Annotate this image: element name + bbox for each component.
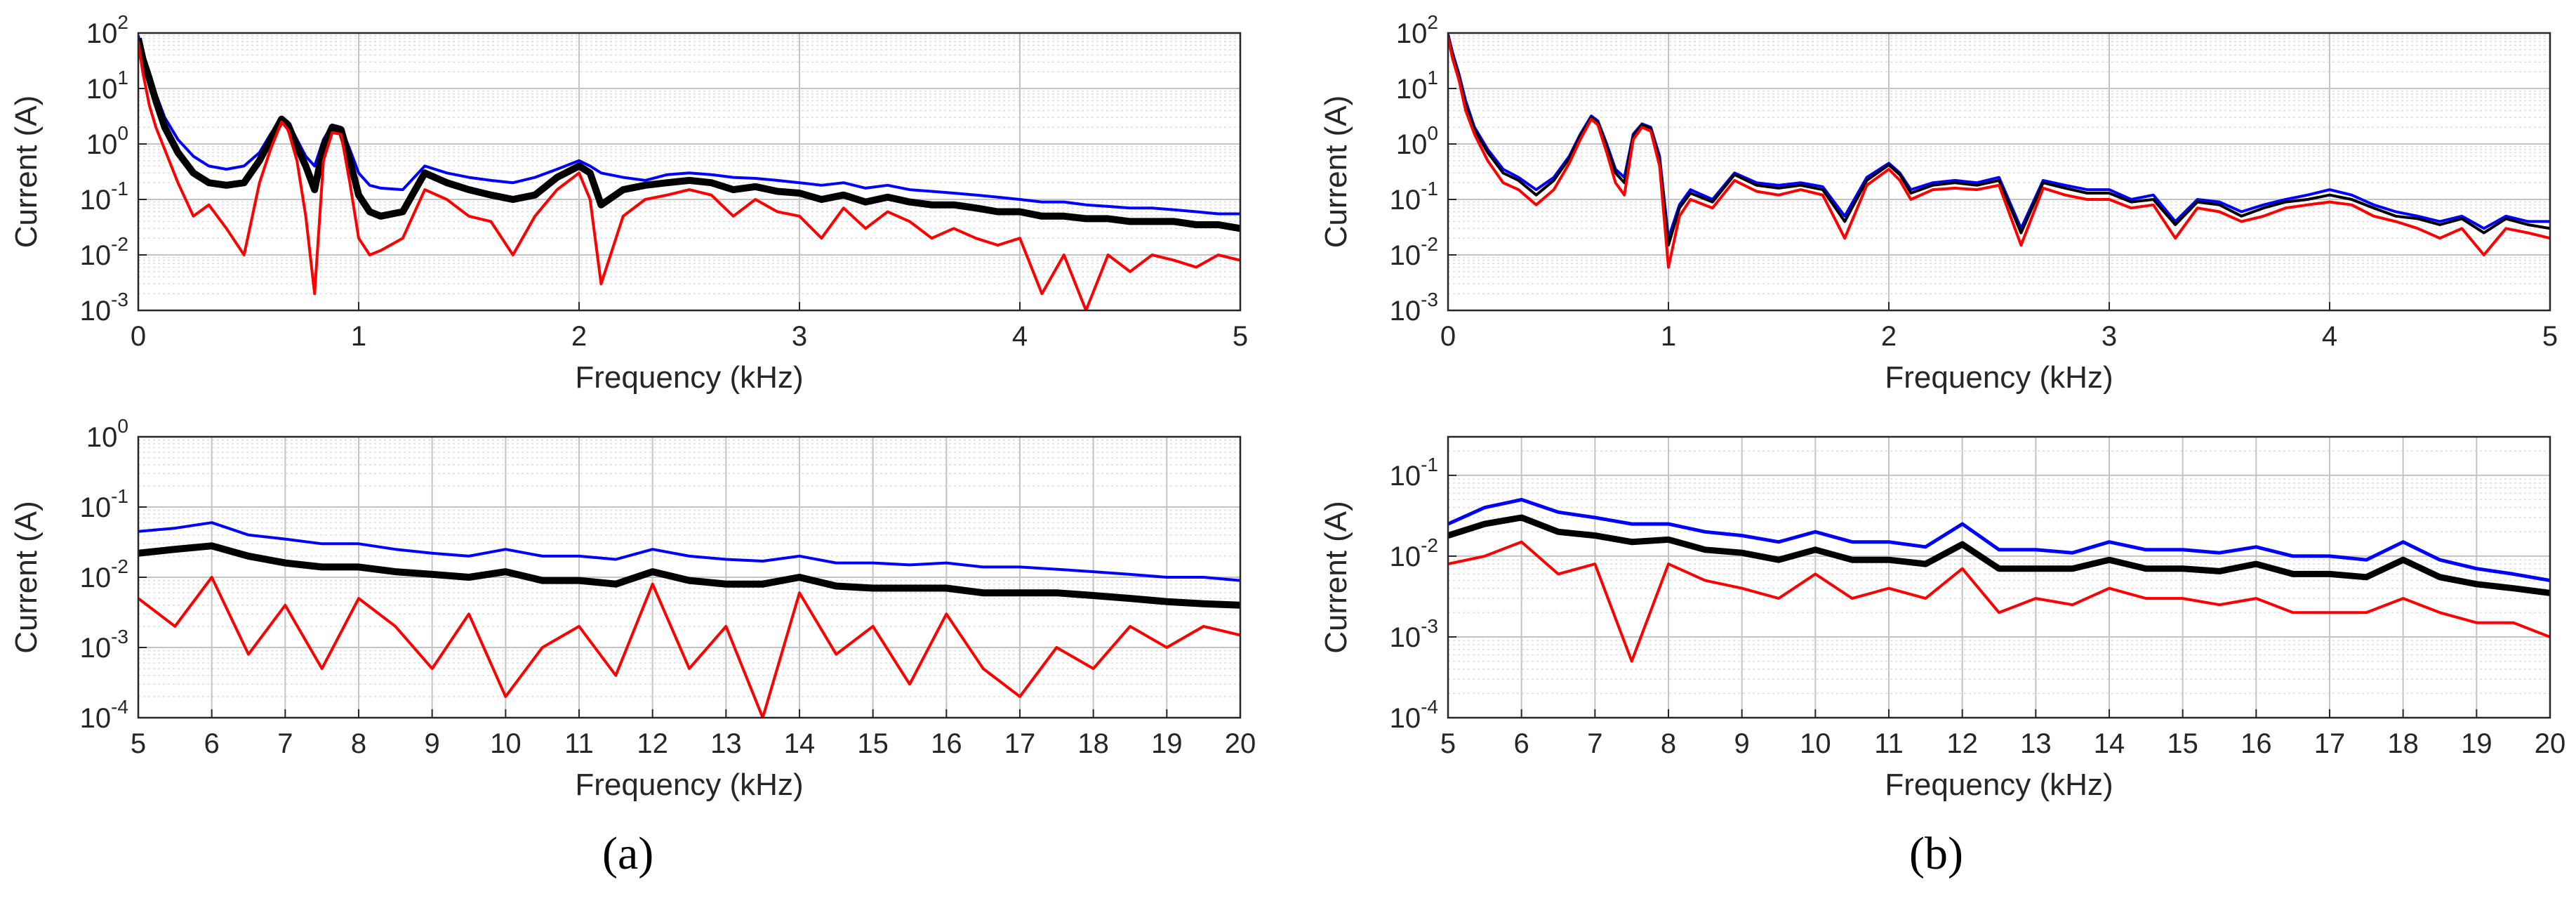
chart-b-top: 10-3 10-2 10-1 100 101 102 0 1 2 3 4 5 Frequency (kH… [1319,11,2558,395]
x-tick-label: 15 [2167,728,2198,759]
y-tick-label: 100 [86,122,128,160]
x-tick-label: 1 [1661,321,1676,352]
x-tick-label: 2 [1881,321,1897,352]
y-tick-label: 10-1 [1390,454,1438,492]
y-tick-label: 10-2 [80,233,128,271]
x-tick-label: 0 [1440,321,1456,352]
series-line-mean [138,542,1240,609]
x-tick-label: 1 [351,321,366,352]
x-tick-label: 8 [351,728,366,759]
chart-a-bottom: 10-4 10-3 10-2 10-1 100 5 6 7 8 9 10 11 12 13 14 15 16 17… [9,415,1256,802]
x-tick-label: 3 [2102,321,2117,352]
x-tick-label: 5 [2542,321,2558,352]
series-line-min [138,41,1240,310]
y-tick-label: 10-2 [1390,534,1438,572]
chart-a-top: 10-3 10-2 10-1 100 101 102 0 1 2 3 4 5 Frequency (kH… [9,11,1248,395]
y-tick-label: 10-2 [80,555,128,593]
x-tick-label: 13 [2020,728,2052,759]
y-tick-label: 101 [1396,67,1438,105]
x-axis-label: Frequency (kHz) [575,768,803,802]
y-axis-label: Current (A) [1319,96,1353,249]
y-axis-label: Current (A) [9,96,44,249]
x-tick-label: 17 [1004,728,1036,759]
x-tick-label: 14 [784,728,816,759]
x-tick-label: 16 [931,728,962,759]
x-tick-label: 19 [1151,728,1183,759]
panel-label-b: (b) [1909,828,1963,879]
x-tick-label: 10 [1800,728,1831,759]
x-tick-label: 12 [1946,728,1978,759]
x-tick-label: 6 [1514,728,1529,759]
y-tick-label: 10-3 [1390,615,1438,653]
y-tick-label: 102 [86,11,128,49]
panel-label-a: (a) [602,828,654,879]
y-tick-label: 10-4 [1390,696,1438,734]
x-axis-label: Frequency (kHz) [1885,360,2113,395]
y-tick-label: 10-4 [80,696,128,734]
series-line-min [138,576,1240,718]
x-tick-label: 13 [710,728,742,759]
x-tick-label: 7 [277,728,293,759]
series-line-mean [1448,514,2550,596]
x-tick-label: 10 [490,728,522,759]
series-line-min [1448,540,2550,663]
y-tick-label: 10-3 [80,626,128,664]
x-tick-label: 7 [1587,728,1602,759]
x-tick-label: 3 [792,321,807,352]
series-line-mean [138,37,1240,232]
y-tick-label: 100 [1396,122,1438,160]
y-tick-label: 101 [86,67,128,105]
x-tick-label: 5 [1440,728,1456,759]
y-tick-label: 10-3 [1390,289,1438,327]
x-tick-label: 14 [2094,728,2125,759]
y-tick-label: 10-1 [80,178,128,216]
x-tick-label: 11 [564,728,594,759]
x-tick-label: 5 [131,728,146,759]
x-tick-label: 4 [1012,321,1028,352]
series-line-max [1448,498,2550,583]
x-axis-label: Frequency (kHz) [575,360,803,395]
y-tick-label: 10-2 [1390,233,1438,271]
y-axis-label: Current (A) [9,501,44,654]
x-tick-label: 8 [1661,728,1676,759]
x-tick-label: 9 [425,728,440,759]
x-tick-label: 15 [857,728,889,759]
y-axis-label: Current (A) [1319,501,1353,654]
x-tick-label: 0 [131,321,146,352]
y-tick-label: 10-1 [1390,178,1438,216]
x-tick-label: 16 [2240,728,2272,759]
axes-frame [137,32,1242,312]
x-tick-label: 9 [1734,728,1750,759]
x-axis-label: Frequency (kHz) [1885,768,2113,802]
x-tick-label: 17 [2314,728,2346,759]
axes-frame [137,435,1242,719]
x-tick-label: 20 [2535,728,2566,759]
x-tick-label: 6 [204,728,220,759]
x-tick-label: 5 [1233,321,1248,352]
x-tick-label: 18 [1077,728,1109,759]
y-tick-label: 10-1 [80,485,128,523]
series-line-max [138,521,1240,582]
axes-frame [1447,435,2551,719]
y-tick-label: 102 [1396,11,1438,49]
x-tick-label: 18 [2387,728,2419,759]
x-tick-label: 2 [571,321,587,352]
plot-area [1448,33,2550,310]
x-tick-label: 4 [2322,321,2337,352]
x-tick-label: 19 [2461,728,2492,759]
series-line-mean [1448,35,2550,247]
y-tick-label: 10-3 [80,289,128,327]
x-tick-label: 12 [637,728,668,759]
chart-b-bottom: 10-4 10-3 10-2 10-1 5 6 7 8 9 10 11 12 13 14 15 16 17 18 1… [1319,435,2566,802]
x-tick-label: 11 [1874,728,1904,759]
series-line-min [1448,37,2550,269]
y-tick-label: 100 [86,415,128,453]
x-tick-label: 20 [1225,728,1256,759]
axes-frame [1447,32,2551,312]
